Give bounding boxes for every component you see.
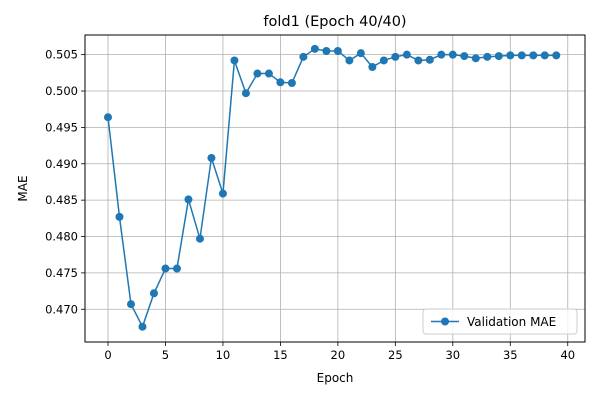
data-point [195,234,204,243]
data-point [414,56,423,65]
legend-label: Validation MAE [467,315,556,329]
data-point [230,56,239,65]
plot-frame [84,34,586,343]
x-tick-label: 15 [273,348,288,362]
y-tick-label: 0.480 [45,230,78,244]
data-point [138,322,147,331]
x-tick-label: 5 [162,348,169,362]
data-point [310,44,319,53]
data-point [448,50,457,59]
y-tick-label: 0.495 [45,120,78,134]
x-tick-label: 40 [560,348,575,362]
x-axis-label: Epoch [317,371,354,385]
data-point [253,69,262,78]
data-point [287,79,296,88]
data-point [172,264,181,273]
data-point [207,153,216,162]
data-point [391,52,400,61]
legend: Validation MAE [422,308,578,335]
data-point [460,52,469,61]
data-point [517,51,526,60]
y-tick-label: 0.500 [45,84,78,98]
data-point [241,89,250,98]
series-layer [103,44,561,331]
data-point [471,54,480,63]
data-point [540,51,549,60]
data-point [437,50,446,59]
y-axis-label: MAE [16,175,30,201]
y-tick-label: 0.490 [45,157,78,171]
y-tick-label: 0.505 [45,48,78,62]
data-point [218,189,227,198]
data-point [184,195,193,204]
x-tick-label: 10 [216,348,231,362]
data-point [552,51,561,60]
data-point [379,56,388,65]
data-point [333,47,342,56]
data-point [494,52,503,61]
x-tick-label: 30 [445,348,460,362]
data-point [322,47,331,56]
data-point [529,51,538,60]
data-point [161,264,170,273]
series-line [107,48,557,328]
data-point [402,50,411,59]
data-point [345,56,354,65]
data-point [299,52,308,61]
data-point [126,300,135,309]
legend-box [422,308,578,335]
y-tick-label: 0.470 [45,302,78,316]
y-tick-label: 0.475 [45,266,78,280]
x-tick-label: 35 [503,348,518,362]
data-point [149,289,158,298]
x-tick-label: 25 [388,348,403,362]
data-point [103,113,112,122]
x-tick-label: 20 [331,348,346,362]
chart-title: fold1 (Epoch 40/40) [263,14,406,30]
data-point [264,69,273,78]
data-point [368,63,377,72]
data-point [425,55,434,64]
data-point [506,51,515,60]
data-point [276,78,285,87]
y-tick-label: 0.485 [45,193,78,207]
axis-ticks: 0 5 10 15 20 25 30 35 40 0.470 0.475 0.480 0.485 0.49… [45,48,575,362]
data-point [115,212,124,221]
data-point [356,49,365,58]
x-tick-label: 0 [104,348,111,362]
legend-marker-swatch [441,317,449,326]
data-point [483,52,492,61]
